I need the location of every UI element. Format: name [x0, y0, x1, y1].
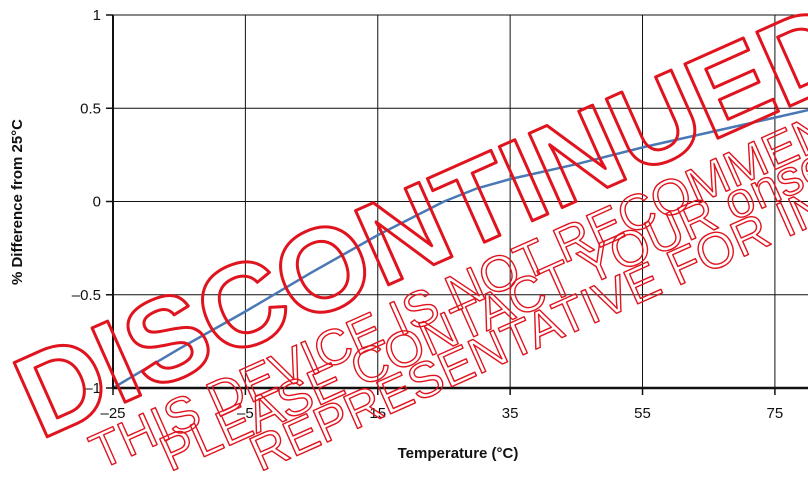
- y-tick-label: 0.5: [80, 100, 101, 117]
- x-tick-label: 35: [502, 405, 519, 422]
- y-tick-label: 0: [93, 194, 101, 211]
- x-tick-label: 55: [634, 405, 651, 422]
- grid: [113, 14, 808, 388]
- series-line: [111, 108, 808, 390]
- y-tick-label: –0.5: [72, 287, 101, 304]
- series-layer: [111, 108, 808, 390]
- x-tick-label: –25: [100, 405, 125, 422]
- x-axis-title: Temperature (°C): [398, 445, 519, 462]
- tick-labels: –25 –5 15 35 55 75 –1 –0.5 0 0.5 1: [72, 7, 783, 422]
- axes: [106, 14, 808, 395]
- y-axis-title: % Difference from 25°C: [9, 119, 26, 285]
- y-tick-label: 1: [93, 7, 101, 24]
- x-tick-label: 75: [767, 405, 784, 422]
- x-tick-label: 15: [369, 405, 386, 422]
- x-tick-label: –5: [237, 405, 254, 422]
- y-tick-label: –1: [84, 380, 101, 397]
